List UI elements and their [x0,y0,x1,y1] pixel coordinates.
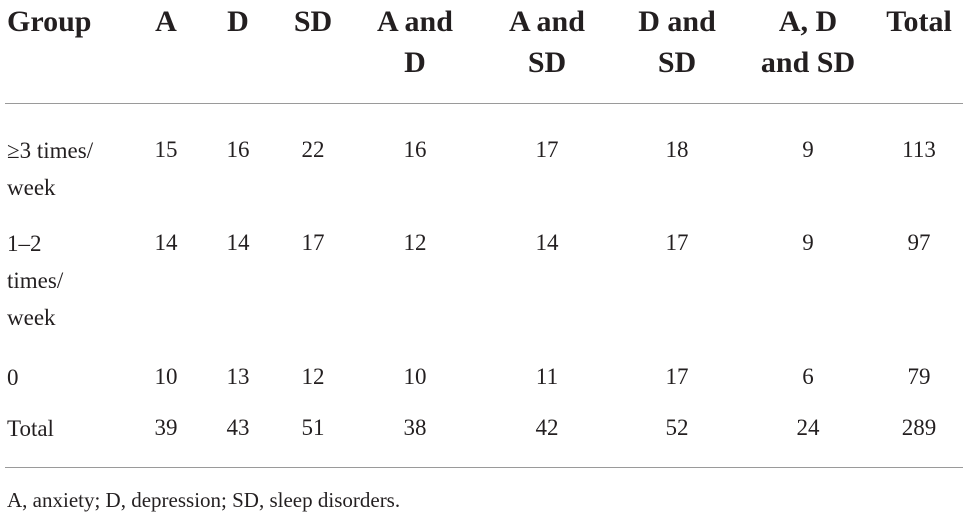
table-cell: 79 [907,364,931,389]
header-divider [5,103,963,104]
table-cell: 97 [907,230,931,255]
table-cell: 14 [535,230,559,255]
table-cell: 17 [665,364,689,389]
table-cell: 12 [403,230,427,255]
header-a-and-d: A and D [377,5,453,79]
table-cell: 18 [665,137,689,162]
table-cell: 16 [226,137,250,162]
table-cell: 10 [154,364,178,389]
table-cell: 17 [301,230,325,255]
table-cell: 16 [403,137,427,162]
table-cell: 13 [226,364,250,389]
table-cell: 22 [301,137,325,162]
header-a-d-and-sd: A, D and SD [760,5,856,79]
header-a: A [155,5,177,38]
table-cell: 113 [902,137,936,162]
table-cell: 9 [802,137,814,162]
header-d: D [227,5,249,38]
table-cell: 12 [301,364,325,389]
row-label: 0 [7,365,19,390]
table-cell: 11 [535,364,559,389]
table-cell: 14 [154,230,178,255]
table-cell: 9 [802,230,814,255]
table-cell: 52 [665,415,689,440]
table-cell: 17 [535,137,559,162]
table-cell: 43 [226,415,250,440]
header-d-and-sd: D and SD [638,5,716,79]
table-cell: 15 [154,137,178,162]
table-cell: 6 [802,364,814,389]
table-bottom-divider [5,467,963,468]
header-total: Total [886,5,952,38]
table-footnote: A, anxiety; D, depression; SD, sleep dis… [7,488,401,512]
table-cell: 42 [535,415,559,440]
table-cell: 289 [901,415,937,440]
table-cell: 39 [154,415,178,440]
table-cell: 17 [665,230,689,255]
table-cell: 38 [403,415,427,440]
header-sd: SD [293,5,333,38]
row-label: 1–2 times/ week [7,231,64,330]
table-cell: 14 [226,230,250,255]
table-cell: 10 [403,364,427,389]
header-group: Group [7,5,92,38]
row-label: Total [7,416,54,441]
row-label: ≥3 times/ week [7,138,94,200]
table-cell: 51 [301,415,325,440]
header-a-and-sd: A and SD [509,5,585,79]
table-cell: 24 [796,415,820,440]
